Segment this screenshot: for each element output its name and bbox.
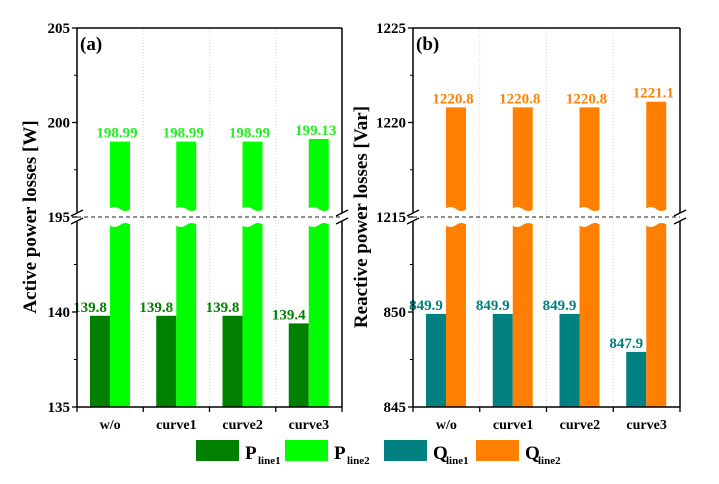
y-tick-label: 135: [48, 400, 71, 416]
axis-break-mark: [70, 217, 84, 225]
bar-p-line1-3: [288, 323, 309, 407]
data-label: 1221.1: [633, 86, 674, 102]
y-tick-label: 205: [48, 21, 71, 37]
bar-p-line2-1: [176, 141, 197, 408]
legend-label: Q: [525, 443, 540, 464]
y-axis-title: Reactive power losses [Var]: [351, 106, 372, 328]
bar-p-line2-2: [242, 141, 263, 408]
axis-break-gap: [511, 207, 534, 227]
data-label: 198.99: [163, 126, 204, 142]
data-label: 849.9: [476, 298, 510, 314]
data-label: 1220.8: [566, 91, 607, 107]
data-label: 849.9: [543, 298, 577, 314]
bar-p-line2-0: [110, 141, 130, 408]
data-label: 849.9: [409, 298, 443, 314]
y-tick-label: 1220: [376, 116, 406, 132]
legend-swatch: [384, 440, 427, 461]
axis-break-gap: [645, 207, 668, 227]
legend-label: P: [334, 443, 346, 464]
x-tick-label: curve3: [626, 418, 666, 433]
axis-break-mark: [406, 209, 420, 217]
y-tick-label: 1225: [376, 21, 406, 37]
legend-swatch: [476, 440, 519, 461]
data-label: 198.99: [96, 126, 137, 142]
axis-break-mark: [673, 217, 687, 225]
bar-q-line2-2: [579, 107, 600, 407]
data-label: 199.13: [295, 123, 336, 139]
y-tick-label: 195: [48, 210, 71, 226]
data-label: 1220.8: [432, 91, 473, 107]
axis-break-mark: [70, 209, 84, 217]
legend-label-subscript: line2: [538, 455, 561, 467]
legend-label-subscript: line1: [446, 455, 469, 467]
bar-q-line2-0: [446, 107, 466, 407]
data-label: 139.8: [73, 300, 107, 316]
axis-break-mark: [673, 209, 687, 217]
y-tick-label: 845: [384, 400, 407, 416]
bar-q-line1-0: [426, 313, 446, 407]
legend-label-subscript: line2: [347, 455, 370, 467]
bar-q-line1-3: [626, 351, 647, 407]
x-tick-label: w/o: [436, 418, 457, 433]
x-tick-label: curve1: [156, 418, 196, 433]
x-tick-label: curve2: [222, 418, 262, 433]
legend-swatch: [285, 440, 328, 461]
bar-p-line1-0: [90, 315, 110, 407]
data-label: 847.9: [609, 336, 643, 352]
y-tick-label: 200: [48, 116, 71, 132]
axis-break-mark: [335, 217, 349, 225]
bar-q-line1-1: [492, 313, 513, 407]
data-label: 139.8: [206, 300, 240, 316]
legend-label: Q: [433, 443, 448, 464]
axis-break-mark: [335, 209, 349, 217]
x-tick-label: curve2: [560, 418, 600, 433]
panel-label: (a): [80, 34, 102, 55]
y-tick-label: 1215: [376, 210, 406, 226]
y-axis-title: Active power losses [W]: [20, 120, 41, 313]
data-label: 1220.8: [499, 91, 540, 107]
legend-label: P: [245, 443, 257, 464]
bar-p-line1-1: [156, 315, 177, 407]
x-tick-label: w/o: [100, 418, 121, 433]
y-tick-label: 140: [48, 305, 71, 321]
y-tick-label: 850: [384, 305, 407, 321]
data-label: 198.99: [229, 126, 270, 142]
legend-swatch: [196, 440, 239, 461]
panel-label: (b): [416, 34, 439, 55]
bar-p-line1-2: [222, 315, 243, 407]
bar-q-line1-2: [559, 313, 580, 407]
x-tick-label: curve3: [289, 418, 329, 433]
bar-q-line2-3: [646, 101, 667, 408]
data-label: 139.8: [139, 300, 173, 316]
data-label: 139.4: [272, 307, 306, 323]
bar-p-line2-3: [308, 138, 329, 407]
legend-label-subscript: line1: [258, 455, 281, 467]
bar-q-line2-1: [512, 107, 533, 407]
x-tick-label: curve1: [493, 418, 533, 433]
axis-break-gap: [175, 207, 198, 227]
axis-break-mark: [406, 217, 420, 225]
